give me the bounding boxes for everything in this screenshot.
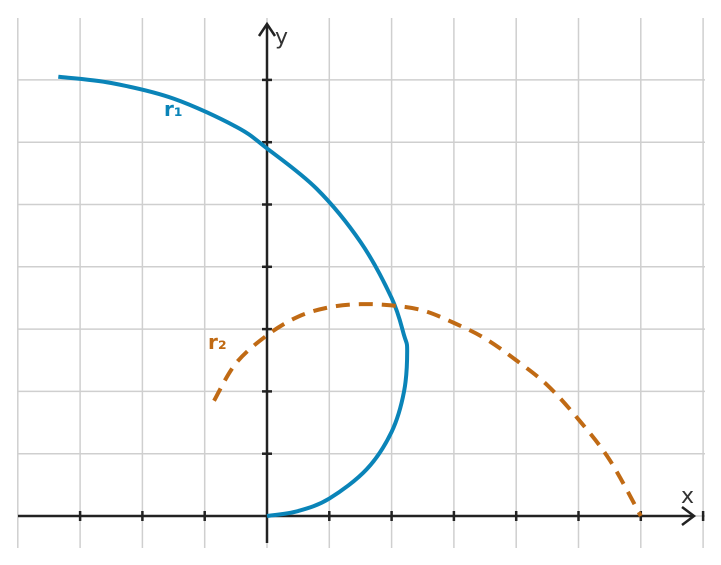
series-label-r2: r₂ xyxy=(208,330,227,354)
x-axis-label: x xyxy=(681,484,694,509)
ticks xyxy=(78,78,705,521)
grid xyxy=(17,18,705,548)
axes xyxy=(18,21,697,543)
curves xyxy=(58,74,643,518)
series-line-r2 xyxy=(212,302,643,517)
y-axis-label: y xyxy=(275,25,288,50)
x-axis-arrow-icon xyxy=(681,506,697,526)
y-axis-arrow-icon xyxy=(257,21,277,37)
series-label-r1: r₁ xyxy=(164,97,183,121)
